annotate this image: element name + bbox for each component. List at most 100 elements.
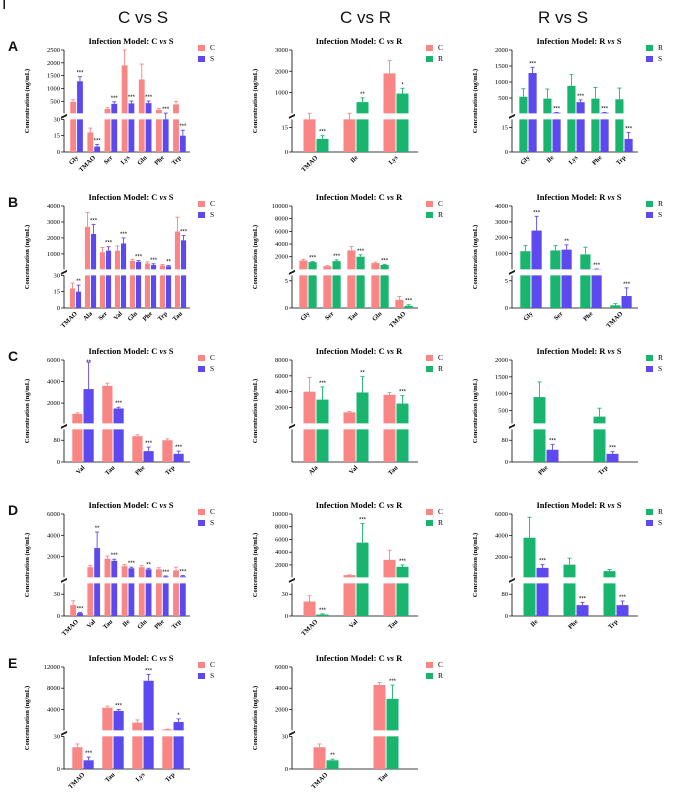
chart-title-post: S [615, 192, 622, 202]
bar-c-upper [174, 231, 180, 270]
bar-s-lower [128, 583, 135, 616]
axis-break-mark [60, 115, 68, 119]
category-label: Gln [136, 618, 149, 631]
bar-s-lower [576, 119, 585, 152]
bar-r-upper [533, 397, 546, 424]
chart-title-post: R [394, 192, 403, 202]
legend-swatch-r [426, 212, 433, 218]
bar-c-lower [371, 275, 380, 308]
bar-c-upper [70, 101, 77, 114]
bar-r-upper [396, 566, 409, 578]
y-axis-label: Concentration (ng/mL) [252, 379, 259, 443]
axis-break-mark [60, 114, 68, 118]
bar-c-upper [303, 391, 316, 424]
bar-r-upper [580, 254, 591, 270]
significance-label: *** [150, 258, 158, 264]
bar-c [72, 747, 83, 769]
category-label: Val [348, 464, 360, 476]
category-label: Lys [568, 154, 580, 166]
bar-c-lower [138, 583, 145, 616]
y-tick-label: 15 [502, 125, 509, 132]
chart-title: Infection Model: R vs S [536, 192, 621, 202]
significance-label: *** [619, 595, 627, 601]
legend-label-s: S [210, 364, 214, 373]
y-tick-label: 12000 [44, 664, 60, 671]
legend-label-c: C [210, 199, 215, 208]
legend-label-r: R [658, 507, 663, 516]
significance-label: *** [128, 561, 136, 567]
chart-title-pre: Infection Model: C [316, 500, 387, 510]
chart-title: Infection Model: C vs S [88, 36, 173, 46]
bar-s [77, 613, 83, 616]
y-tick-label: 2000 [495, 554, 508, 561]
bar-s-upper [113, 408, 124, 424]
axis-break-mark [288, 114, 296, 118]
significance-label: *** [145, 95, 153, 101]
chart-panel: Infection Model: R vs S Concentration (ng… [468, 192, 668, 342]
category-label: Val [75, 464, 87, 476]
axis-break-mark [60, 271, 68, 275]
chart-panel: Infection Model: R vs S Concentration (ng… [468, 500, 668, 650]
column-header-c-vs-s: C vs S [118, 8, 169, 27]
bar-c-lower [144, 275, 150, 308]
bar-c-upper [155, 569, 162, 578]
significance-label: *** [625, 126, 633, 132]
bar-c-upper [173, 570, 179, 578]
y-tick-label: 4000 [495, 203, 508, 210]
bar-c-lower [104, 583, 111, 616]
bar-c-upper [138, 79, 145, 114]
column-header-r-vs-s: R vs S [538, 8, 589, 27]
bar-s-lower [528, 119, 537, 152]
bar-r-upper [593, 416, 606, 424]
significance-label: ** [360, 371, 365, 377]
category-label: Trp [157, 310, 170, 323]
bar-r [326, 760, 339, 769]
legend-swatch-c [198, 355, 205, 361]
legend-label-s: S [658, 54, 662, 63]
y-axis-label: Concentration (ng/mL) [24, 379, 31, 443]
chart-title-vs: vs [160, 192, 168, 202]
chart-title: Infection Model: R vs S [536, 500, 621, 510]
bar-c-lower [373, 736, 386, 769]
y-tick-label: 0 [285, 613, 288, 620]
significance-label: ** [330, 753, 335, 759]
category-label: Trp [171, 618, 184, 631]
legend-label-r: R [438, 671, 443, 680]
y-tick-label: 0 [285, 766, 288, 773]
y-tick-label: 0 [505, 613, 508, 620]
significance-label: *** [549, 438, 557, 444]
row-label-e: E [8, 655, 18, 671]
bar-s [76, 291, 82, 308]
significance-label: *** [553, 106, 561, 112]
chart-panel: Infection Model: C vs S Concentration (ng… [20, 653, 220, 803]
legend-swatch-c [426, 355, 433, 361]
chart-panel: Infection Model: R vs S Concentration (ng… [468, 36, 668, 186]
significance-label: *** [319, 608, 327, 614]
category-label: Lys [388, 154, 400, 166]
category-label: Phe [537, 464, 549, 476]
y-tick-label: 0 [57, 305, 60, 312]
axis-break-mark [60, 579, 68, 583]
bar-r-lower [356, 119, 369, 152]
bar-s-lower [136, 275, 142, 308]
bar-s-upper [145, 569, 152, 578]
bar-s-lower [162, 583, 169, 616]
chart-title-vs: vs [387, 36, 395, 46]
y-tick-label: 4000 [275, 549, 288, 556]
y-tick-label: 10000 [272, 511, 288, 518]
y-tick-label: 30 [54, 733, 61, 740]
bar-r-lower [580, 275, 591, 308]
y-tick-label: 3000 [275, 47, 288, 54]
chart-svg: Infection Model: C vs R Concentration (ng… [252, 500, 443, 638]
bar-c-upper [323, 266, 332, 270]
bar-s-upper [151, 265, 157, 270]
bar-s [179, 135, 186, 152]
legend-swatch-c [426, 45, 433, 51]
category-label: Trp [615, 154, 628, 167]
chart-title-pre: Infection Model: C [316, 192, 387, 202]
category-label: Ser [324, 310, 336, 322]
significance-label: *** [115, 704, 123, 710]
significance-label: *** [162, 570, 170, 576]
y-axis-label: Concentration (ng/mL) [472, 533, 479, 597]
legend-label-r: R [658, 353, 663, 362]
